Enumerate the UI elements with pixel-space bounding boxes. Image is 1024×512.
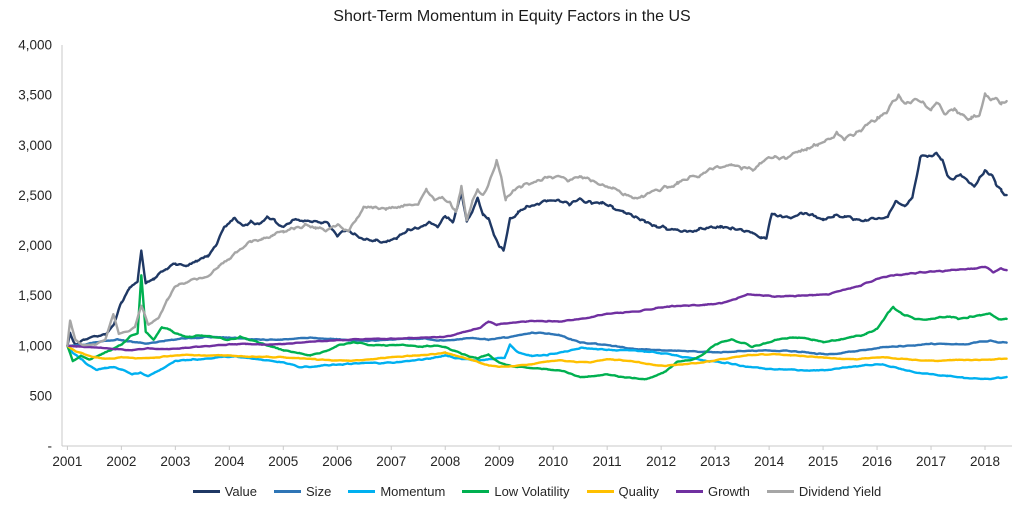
x-axis-tick-label: 2012 [646, 454, 676, 469]
y-axis-tick-label: - [48, 439, 53, 454]
y-axis-tick-label: 4,000 [18, 38, 52, 53]
x-axis-tick-label: 2006 [322, 454, 352, 469]
x-axis-tick-label: 2002 [106, 454, 136, 469]
legend-swatch [586, 490, 614, 493]
x-axis-tick-label: 2001 [52, 454, 82, 469]
y-axis-tick-label: 1,500 [18, 288, 52, 303]
y-axis-tick-label: 2,500 [18, 188, 52, 203]
x-axis-tick-label: 2007 [376, 454, 406, 469]
x-axis-tick-label: 2010 [538, 454, 568, 469]
x-axis-tick-label: 2014 [754, 454, 785, 469]
legend-swatch [675, 490, 703, 493]
legend-item-growth: Growth [675, 484, 750, 499]
series-line-low-volatility [66, 274, 1008, 381]
series-line-growth [66, 265, 1008, 352]
legend-label: Value [224, 484, 258, 499]
legend-item-momentum: Momentum [348, 484, 445, 499]
x-axis-tick-label: 2016 [862, 454, 892, 469]
y-axis-tick-label: 3,000 [18, 138, 52, 153]
legend-swatch [192, 490, 220, 493]
series-line-size [66, 331, 1008, 356]
legend-item-quality: Quality [586, 484, 659, 499]
legend-swatch [274, 490, 302, 493]
legend-label: Quality [618, 484, 659, 499]
y-axis-tick-label: 2,000 [18, 238, 52, 253]
chart-title: Short-Term Momentum in Equity Factors in… [333, 8, 691, 25]
x-axis-tick-label: 2011 [593, 454, 622, 469]
x-axis-tick-label: 2015 [808, 454, 838, 469]
x-axis-tick-label: 2018 [970, 454, 1000, 469]
x-axis-tick-label: 2004 [214, 454, 245, 469]
legend-label: Low Volatility [494, 484, 570, 499]
line-chart-plot-area: - 500 1,000 1,500 2,000 2,500 3,000 3,500 4,000 2… [18, 38, 1012, 469]
legend-item-value: Value [192, 484, 258, 499]
y-axis-tick-label: 500 [29, 388, 52, 403]
series-line-value [66, 151, 1008, 347]
y-axis-tick-label: 3,500 [18, 88, 52, 103]
legend-swatch [348, 490, 376, 493]
x-axis-tick-label: 2003 [160, 454, 190, 469]
series-line-quality [66, 344, 1008, 368]
legend-label: Momentum [380, 484, 446, 499]
y-axis-tick-label: 1,000 [18, 338, 52, 353]
series-line-dividend-yield [66, 92, 1008, 347]
x-axis-tick-label: 2008 [430, 454, 460, 469]
chart-legend: Value Size Momentum Low Volatility Quality Gr… [62, 484, 1012, 499]
legend-item-low-volatility: Low Volatility [462, 484, 570, 499]
legend-swatch [766, 490, 794, 493]
x-axis-tick-label: 2017 [916, 454, 946, 469]
legend-label: Growth [707, 484, 750, 499]
legend-swatch [462, 490, 490, 493]
legend-label: Dividend Yield [798, 484, 882, 499]
x-axis-tick-label: 2005 [268, 454, 298, 469]
legend-item-size: Size [274, 484, 331, 499]
x-axis-tick-label: 2013 [700, 454, 730, 469]
series-line-momentum [66, 343, 1008, 381]
legend-label: Size [306, 484, 332, 499]
x-axis-tick-label: 2009 [484, 454, 514, 469]
legend-item-dividend-yield: Dividend Yield [766, 484, 882, 499]
